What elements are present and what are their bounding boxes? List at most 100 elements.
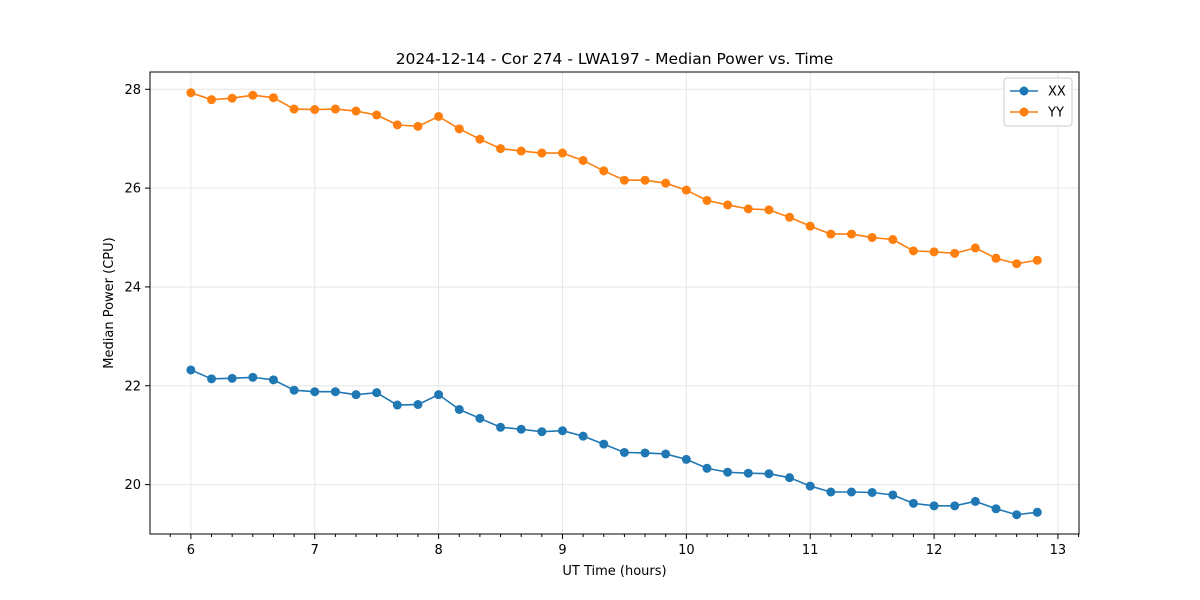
data-point-xx	[557, 426, 567, 436]
data-point-xx	[289, 385, 299, 395]
data-point-yy	[227, 93, 237, 103]
chart-title: 2024-12-14 - Cor 274 - LWA197 - Median P…	[396, 50, 834, 68]
data-point-yy	[1032, 255, 1042, 265]
legend: XX YY	[1003, 77, 1073, 127]
data-point-yy	[785, 212, 795, 222]
data-point-yy	[743, 204, 753, 214]
data-point-yy	[392, 120, 402, 130]
data-point-yy	[681, 185, 691, 195]
x-axis-label: UT Time (hours)	[562, 564, 666, 579]
data-point-xx	[826, 487, 836, 497]
data-point-xx	[743, 468, 753, 478]
data-point-xx	[1012, 510, 1022, 520]
data-point-xx	[991, 504, 1001, 514]
data-point-yy	[330, 104, 340, 114]
data-point-yy	[516, 146, 526, 156]
data-point-xx	[434, 390, 444, 400]
x-tick-label: 11	[802, 543, 819, 558]
data-point-xx	[310, 387, 320, 397]
data-point-yy	[413, 121, 423, 131]
data-point-xx	[227, 373, 237, 383]
data-point-yy	[764, 205, 774, 215]
y-tick-label: 28	[124, 83, 141, 98]
data-point-yy	[207, 95, 217, 105]
data-point-yy	[846, 229, 856, 239]
axes: 6 7 8 9 10 11 12 13 20 22 24 26 28	[124, 83, 1080, 558]
x-tick-label: 6	[187, 543, 195, 558]
data-point-yy	[619, 175, 629, 185]
data-point-yy	[888, 235, 898, 245]
data-point-xx	[661, 449, 671, 459]
data-point-yy	[826, 229, 836, 239]
grid	[150, 72, 1079, 534]
data-point-xx	[496, 422, 506, 432]
data-point-yy	[351, 106, 361, 116]
legend-label-xx: XX	[1048, 85, 1066, 100]
legend-marker-yy	[1019, 107, 1029, 117]
data-point-yy	[599, 166, 609, 176]
data-point-xx	[846, 487, 856, 497]
data-point-xx	[764, 469, 774, 479]
y-tick-label: 24	[124, 280, 141, 295]
data-point-xx	[537, 427, 547, 437]
x-tick-label: 13	[1050, 543, 1067, 558]
data-point-xx	[785, 473, 795, 483]
data-point-yy	[434, 111, 444, 121]
data-point-xx	[619, 447, 629, 457]
data-point-yy	[950, 248, 960, 258]
series-line-yy	[190, 91, 1038, 265]
data-point-yy	[991, 253, 1001, 263]
y-tick-label: 26	[124, 182, 141, 197]
x-tick-label: 8	[434, 543, 442, 558]
data-point-xx	[929, 501, 939, 511]
data-point-yy	[702, 195, 712, 205]
data-point-xx	[681, 454, 691, 464]
y-tick-label: 22	[124, 379, 141, 394]
data-point-xx	[516, 424, 526, 434]
data-point-yy	[454, 124, 464, 134]
data-point-xx	[970, 496, 980, 506]
data-point-xx	[888, 490, 898, 500]
data-point-yy	[557, 148, 567, 158]
data-point-yy	[289, 104, 299, 114]
data-point-yy	[310, 105, 320, 115]
data-point-yy	[186, 88, 196, 98]
data-point-xx	[723, 467, 733, 477]
data-point-xx	[454, 404, 464, 414]
data-point-yy	[268, 93, 278, 103]
data-point-xx	[413, 400, 423, 410]
data-point-xx	[475, 413, 485, 423]
y-axis-label: Median Power (CPU)	[102, 237, 117, 368]
data-point-xx	[640, 448, 650, 458]
data-point-yy	[929, 247, 939, 257]
data-point-xx	[330, 387, 340, 397]
data-point-yy	[970, 243, 980, 253]
data-point-yy	[372, 110, 382, 120]
data-point-yy	[723, 200, 733, 210]
legend-label-yy: YY	[1047, 106, 1064, 121]
data-point-xx	[248, 372, 258, 382]
x-tick-label: 10	[678, 543, 695, 558]
plot-frame	[149, 71, 1080, 535]
data-point-xx	[908, 498, 918, 508]
data-point-yy	[1012, 259, 1022, 269]
data-point-xx	[351, 390, 361, 400]
data-point-xx	[186, 365, 196, 375]
data-point-yy	[805, 221, 815, 231]
data-point-yy	[908, 246, 918, 256]
x-tick-label: 9	[558, 543, 566, 558]
data-point-xx	[392, 400, 402, 410]
data-point-xx	[207, 374, 217, 384]
data-point-xx	[1032, 507, 1042, 517]
data-point-yy	[661, 178, 671, 188]
data-point-xx	[599, 439, 609, 449]
data-point-yy	[867, 233, 877, 243]
data-point-yy	[578, 155, 588, 165]
data-point-xx	[702, 463, 712, 473]
legend-marker-xx	[1019, 86, 1029, 96]
data-point-xx	[268, 375, 278, 385]
data-point-yy	[248, 90, 258, 100]
data-point-xx	[578, 431, 588, 441]
data-point-yy	[640, 175, 650, 185]
